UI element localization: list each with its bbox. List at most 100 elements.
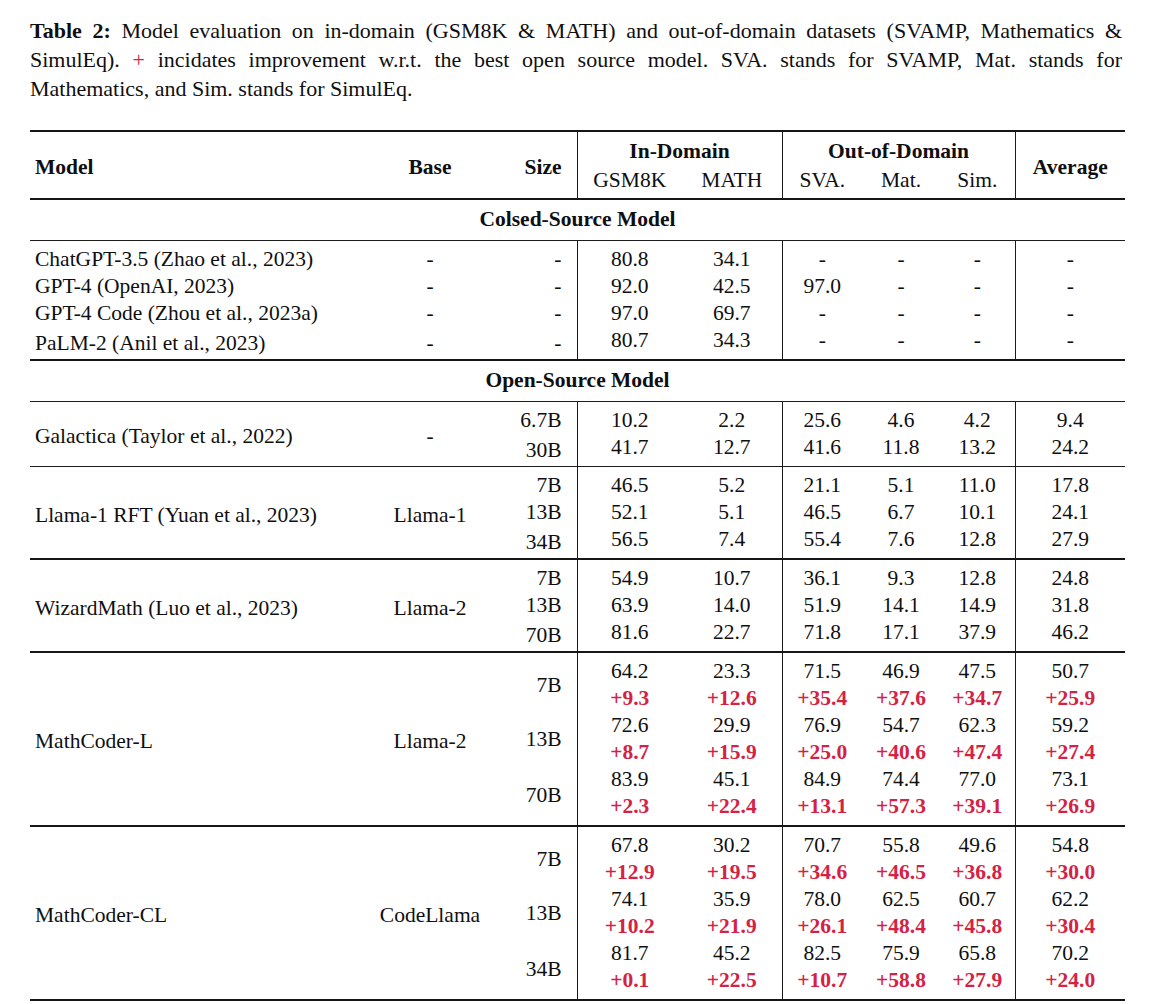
score-cell: 41.7 xyxy=(577,434,682,467)
score-cell: 11.0 xyxy=(940,467,1015,500)
delta-cell: +0.1 xyxy=(577,967,682,1000)
delta-cell: +13.1 xyxy=(782,793,862,826)
delta-cell: +10.7 xyxy=(782,967,862,1000)
score-cell: 55.8 xyxy=(862,826,940,859)
score-cell: 64.2 xyxy=(577,652,682,685)
table-header: Model Base Size In-Domain Out-of-Domain … xyxy=(30,131,1125,199)
delta-cell: +30.4 xyxy=(1015,913,1125,940)
score-cell: 65.8 xyxy=(940,940,1015,967)
size-cell: - xyxy=(505,241,577,274)
score-cell: 5.2 xyxy=(682,467,782,500)
score-cell: 12.7 xyxy=(682,434,782,467)
score-cell: 11.8 xyxy=(862,434,940,467)
score-cell: 52.1 xyxy=(577,499,682,526)
paper-page: Table 2: Model evaluation on in-domain (… xyxy=(0,0,1149,1004)
table-row: MathCoder-LLlama-27B64.223.371.546.947.5… xyxy=(30,652,1125,685)
delta-cell: +21.9 xyxy=(682,913,782,940)
delta-cell: +19.5 xyxy=(682,859,782,886)
score-cell: - xyxy=(862,300,940,327)
delta-cell: +40.6 xyxy=(862,739,940,766)
score-cell: 46.9 xyxy=(862,652,940,685)
delta-cell: +45.8 xyxy=(940,913,1015,940)
score-cell: - xyxy=(1015,327,1125,360)
score-cell: 34.3 xyxy=(682,327,782,360)
size-cell: 13B xyxy=(505,592,577,619)
col-header-sva: SVA. xyxy=(782,166,862,199)
col-header-size: Size xyxy=(505,131,577,199)
score-cell: 22.7 xyxy=(682,619,782,652)
delta-cell: +27.9 xyxy=(940,967,1015,1000)
score-cell: 56.5 xyxy=(577,526,682,559)
header-group-row: Model Base Size In-Domain Out-of-Domain … xyxy=(30,131,1125,166)
score-cell: 9.4 xyxy=(1015,402,1125,435)
score-cell: 25.6 xyxy=(782,402,862,435)
score-cell: 35.9 xyxy=(682,886,782,913)
score-cell: 13.2 xyxy=(940,434,1015,467)
score-cell: 21.1 xyxy=(782,467,862,500)
delta-cell: +25.9 xyxy=(1015,685,1125,712)
results-table: Model Base Size In-Domain Out-of-Domain … xyxy=(30,130,1125,1001)
delta-cell: +9.3 xyxy=(577,685,682,712)
caption-plus-mark: + xyxy=(133,47,145,72)
score-cell: 45.2 xyxy=(682,940,782,967)
score-cell: 76.9 xyxy=(782,712,862,739)
model-name-cell: MathCoder-CL xyxy=(30,826,355,1000)
score-cell: 75.9 xyxy=(862,940,940,967)
score-cell: - xyxy=(940,327,1015,360)
score-cell: 62.5 xyxy=(862,886,940,913)
delta-cell: +36.8 xyxy=(940,859,1015,886)
col-header-average: Average xyxy=(1015,131,1125,199)
delta-cell: +48.4 xyxy=(862,913,940,940)
score-cell: 24.2 xyxy=(1015,434,1125,467)
delta-cell: +26.1 xyxy=(782,913,862,940)
score-cell: 62.2 xyxy=(1015,886,1125,913)
table-body: Colsed-Source ModelChatGPT-3.5 (Zhao et … xyxy=(30,199,1125,1000)
score-cell: 10.1 xyxy=(940,499,1015,526)
delta-cell: +58.8 xyxy=(862,967,940,1000)
size-cell: - xyxy=(505,327,577,360)
table-row: PaLM-2 (Anil et al., 2023)--80.734.3---- xyxy=(30,327,1125,360)
score-cell: 47.5 xyxy=(940,652,1015,685)
table-row: GPT-4 (OpenAI, 2023)--92.042.597.0--- xyxy=(30,273,1125,300)
score-cell: 84.9 xyxy=(782,766,862,793)
score-cell: 4.2 xyxy=(940,402,1015,435)
delta-cell: +8.7 xyxy=(577,739,682,766)
score-cell: 55.4 xyxy=(782,526,862,559)
delta-cell: +12.6 xyxy=(682,685,782,712)
delta-cell: +46.5 xyxy=(862,859,940,886)
score-cell: 63.9 xyxy=(577,592,682,619)
delta-cell: +47.4 xyxy=(940,739,1015,766)
score-cell: 37.9 xyxy=(940,619,1015,652)
score-cell: 23.3 xyxy=(682,652,782,685)
score-cell: 2.2 xyxy=(682,402,782,435)
score-cell: 34.1 xyxy=(682,241,782,274)
base-model-cell: - xyxy=(355,327,505,360)
score-cell: 46.5 xyxy=(577,467,682,500)
score-cell: 50.7 xyxy=(1015,652,1125,685)
table-row: GPT-4 Code (Zhou et al., 2023a)--97.069.… xyxy=(30,300,1125,327)
score-cell: 46.5 xyxy=(782,499,862,526)
model-name-cell: Galactica (Taylor et al., 2022) xyxy=(30,402,355,467)
score-cell: 73.1 xyxy=(1015,766,1125,793)
score-cell: 59.2 xyxy=(1015,712,1125,739)
delta-cell: +57.3 xyxy=(862,793,940,826)
score-cell: - xyxy=(940,300,1015,327)
score-cell: 41.6 xyxy=(782,434,862,467)
score-cell: - xyxy=(1015,241,1125,274)
size-cell: - xyxy=(505,300,577,327)
caption-label: Table 2: xyxy=(30,18,111,43)
table-row: Llama-1 RFT (Yuan et al., 2023)Llama-17B… xyxy=(30,467,1125,500)
score-cell: - xyxy=(1015,300,1125,327)
table-row: MathCoder-CLCodeLlama7B67.830.270.755.84… xyxy=(30,826,1125,859)
size-cell: 34B xyxy=(505,526,577,559)
delta-cell: +34.7 xyxy=(940,685,1015,712)
score-cell: 71.8 xyxy=(782,619,862,652)
score-cell: 30.2 xyxy=(682,826,782,859)
size-cell: 13B xyxy=(505,499,577,526)
score-cell: 31.8 xyxy=(1015,592,1125,619)
size-cell: 6.7B xyxy=(505,402,577,435)
score-cell: - xyxy=(862,327,940,360)
model-name-cell: WizardMath (Luo et al., 2023) xyxy=(30,559,355,652)
size-cell: 70B xyxy=(505,619,577,652)
score-cell: 82.5 xyxy=(782,940,862,967)
